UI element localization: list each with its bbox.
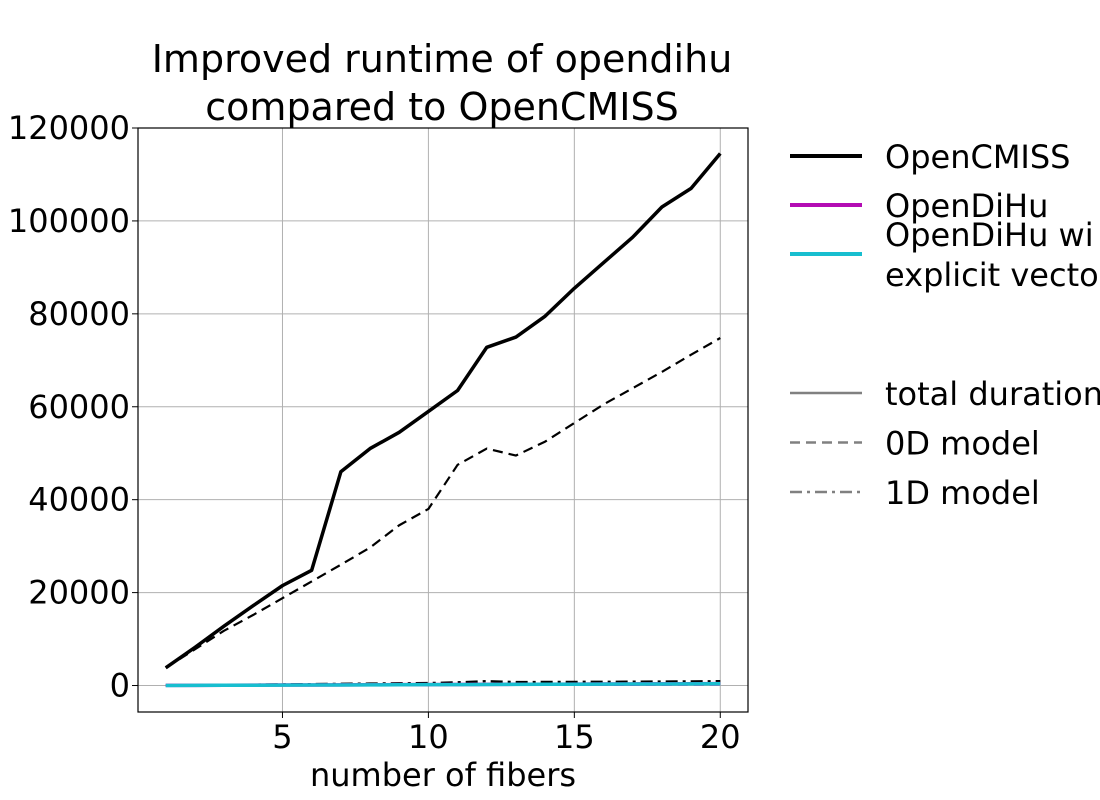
- x-tick-label: 15: [554, 718, 595, 756]
- legend-label-linestyle: 1D model: [885, 474, 1040, 512]
- legend-label-implementation: OpenDiHu wi: [885, 216, 1094, 254]
- y-tick-label: 80000: [28, 295, 130, 333]
- x-tick-label: 20: [700, 718, 741, 756]
- legend-label-implementation: OpenDiHu: [885, 187, 1048, 225]
- legend-label-linestyle: total duration: [885, 375, 1100, 413]
- legend-label-implementation: explicit vecto: [885, 256, 1099, 294]
- y-tick-label: 20000: [28, 574, 130, 612]
- x-tick-label: 5: [272, 718, 292, 756]
- x-axis-ticks: 5 10 15 20: [272, 712, 741, 756]
- x-axis-label: number of fibers: [310, 756, 576, 794]
- y-tick-label: 100000: [8, 202, 130, 240]
- y-tick-label: 120000: [8, 109, 130, 147]
- legend-label-implementation: OpenCMISS: [885, 138, 1070, 176]
- series-layer: [164, 152, 722, 688]
- chart-title-line-2: compared to OpenCMISS: [205, 85, 678, 129]
- series-line-opendihu-with-explicit-vectorization-total-duration: [165, 682, 721, 688]
- y-axis-ticks: 0 20000 40000 60000 80000 100000 120000: [8, 109, 138, 705]
- plot-frame: [137, 127, 749, 713]
- series-line-opencmiss-0d-model: [165, 337, 721, 669]
- legend-label-linestyle: 0D model: [885, 425, 1040, 463]
- x-tick-label: 10: [408, 718, 449, 756]
- y-tick-label: 40000: [28, 481, 130, 519]
- series-line-opencmiss-total-duration: [164, 152, 722, 670]
- chart-title-line-1: Improved runtime of opendihu: [152, 37, 733, 81]
- y-tick-label: 0: [110, 667, 130, 705]
- y-tick-label: 60000: [28, 388, 130, 426]
